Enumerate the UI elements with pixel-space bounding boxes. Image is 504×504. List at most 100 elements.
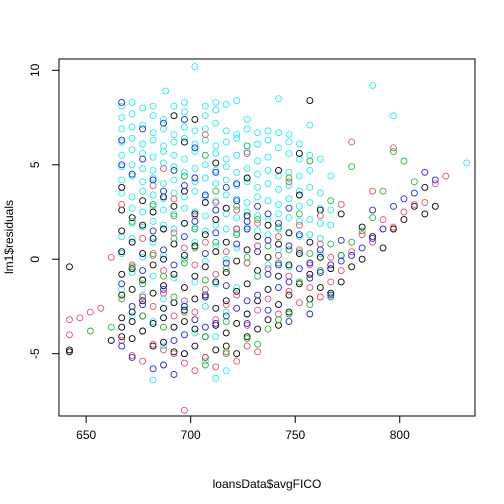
point-blue <box>337 257 345 265</box>
data-points <box>65 63 471 414</box>
point-cyan <box>118 114 126 122</box>
point-cyan <box>128 98 136 106</box>
point-red <box>180 406 188 414</box>
y-tick-label: 10 <box>28 63 42 77</box>
point-black <box>222 238 230 246</box>
point-blue <box>400 195 408 203</box>
point-red <box>390 223 397 231</box>
point-blue <box>180 302 188 310</box>
point-cyan <box>191 148 199 156</box>
point-cyan <box>222 163 230 171</box>
point-cyan <box>275 200 282 208</box>
point-black <box>139 221 147 229</box>
point-green <box>327 293 335 301</box>
point-black <box>233 350 241 358</box>
point-green <box>170 293 178 301</box>
point-black <box>243 246 251 254</box>
point-black <box>306 97 314 105</box>
point-red <box>243 321 251 329</box>
point-blue <box>327 261 335 269</box>
point-black <box>139 250 147 258</box>
point-cyan <box>243 125 251 133</box>
point-black <box>139 327 147 335</box>
point-cyan <box>222 176 230 184</box>
point-black <box>191 242 199 250</box>
y-tick-label: 5 <box>28 161 42 168</box>
point-black <box>327 265 335 273</box>
point-cyan <box>128 193 136 201</box>
point-green <box>180 259 188 267</box>
point-red <box>128 352 136 360</box>
point-green <box>348 238 356 246</box>
point-black <box>421 210 429 218</box>
point-black <box>358 223 366 231</box>
point-red <box>295 246 303 254</box>
point-black <box>243 310 251 318</box>
point-cyan <box>254 170 262 178</box>
point-black <box>191 115 199 123</box>
point-cyan <box>149 102 157 110</box>
point-green <box>285 310 293 318</box>
point-cyan <box>264 153 272 161</box>
point-black <box>118 248 126 256</box>
point-cyan <box>128 123 136 131</box>
point-black <box>180 306 188 314</box>
point-blue <box>139 267 147 275</box>
point-blue <box>128 302 136 310</box>
point-green <box>233 231 241 239</box>
point-green <box>390 148 397 156</box>
point-cyan <box>254 157 262 165</box>
point-red <box>295 221 303 229</box>
point-blue <box>212 319 220 327</box>
point-red <box>149 340 157 348</box>
point-cyan <box>212 374 220 382</box>
point-cyan <box>254 140 262 148</box>
point-blue <box>191 174 199 182</box>
point-cyan <box>170 163 178 171</box>
point-cyan <box>295 217 303 225</box>
point-red <box>400 208 408 216</box>
x-axis: 650 700 750 800 <box>76 415 410 442</box>
point-black <box>400 216 408 224</box>
point-cyan <box>162 87 170 95</box>
point-blue <box>139 301 147 309</box>
point-blue <box>243 225 251 233</box>
point-cyan <box>295 187 303 195</box>
point-blue <box>128 353 136 361</box>
point-green <box>160 323 167 331</box>
point-red <box>160 289 167 297</box>
point-black <box>65 346 73 354</box>
point-cyan <box>222 100 230 108</box>
point-cyan <box>275 144 282 152</box>
point-black <box>201 263 209 271</box>
point-black <box>118 314 126 322</box>
point-cyan <box>306 121 314 129</box>
point-black <box>128 335 136 343</box>
point-green <box>222 348 230 356</box>
point-cyan <box>201 174 209 182</box>
point-black <box>212 159 220 167</box>
point-cyan <box>275 95 282 103</box>
point-cyan <box>295 202 303 210</box>
point-black <box>212 304 220 312</box>
point-cyan <box>160 221 167 229</box>
point-cyan <box>212 106 220 114</box>
point-red <box>212 199 220 207</box>
point-black <box>118 183 126 191</box>
point-black <box>275 272 282 280</box>
point-blue <box>275 284 282 292</box>
point-cyan <box>160 115 167 123</box>
point-cyan <box>180 108 188 116</box>
point-blue <box>170 336 178 344</box>
point-blue <box>233 304 241 312</box>
point-blue <box>118 280 126 288</box>
point-cyan <box>212 333 220 341</box>
point-cyan <box>160 195 167 203</box>
point-blue <box>264 270 272 278</box>
point-cyan <box>233 151 241 159</box>
point-red <box>431 180 439 188</box>
point-blue <box>264 306 272 314</box>
point-red <box>295 299 303 307</box>
point-green <box>149 200 157 208</box>
point-cyan <box>201 357 209 365</box>
